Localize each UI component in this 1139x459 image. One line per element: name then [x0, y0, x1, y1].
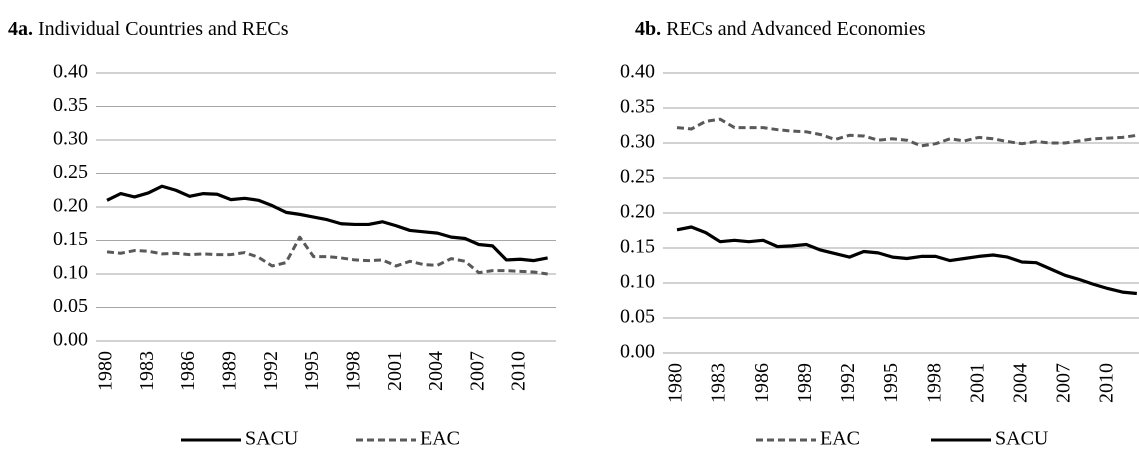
x-tick-label: 1986: [177, 351, 199, 391]
y-tick-label: 0.15: [620, 236, 655, 258]
legend-label: EAC: [820, 428, 860, 450]
x-tick-label: 1989: [219, 351, 241, 391]
x-tick-label: 1992: [837, 363, 859, 403]
x-tick-label: 2004: [1009, 363, 1031, 403]
x-tick-label: 2001: [966, 363, 988, 403]
x-tick-label: 1989: [794, 363, 816, 403]
data-line: [676, 225, 1137, 296]
x-tick-label: 2010: [1096, 363, 1118, 403]
legend-label: EAC: [420, 428, 460, 450]
y-tick-label: 0.20: [53, 195, 88, 217]
y-tick-label: 0.05: [620, 306, 655, 328]
y-tick-label: 0.25: [53, 161, 88, 183]
title-text: Individual Countries and RECs: [38, 18, 289, 40]
y-tick-label: 0.30: [53, 128, 88, 150]
y-tick-label: 0.10: [53, 262, 88, 284]
panel-label: 4b.: [635, 18, 661, 40]
x-tick-label: 1983: [136, 351, 158, 391]
y-tick-label: 0.30: [620, 131, 655, 153]
chart: 4a. Individual Countries and RECs 0.00 0.0…: [8, 18, 556, 450]
title-text: RECs and Advanced Economies: [666, 18, 926, 40]
y-tick-label: 0.40: [620, 61, 655, 83]
y-tick-label: 0.35: [53, 94, 88, 116]
x-tick-label: 2007: [1053, 363, 1075, 403]
y-tick-label: 0.00: [53, 329, 88, 351]
panel-label: 4a.: [8, 18, 33, 40]
x-tick-label: 1998: [342, 351, 364, 391]
y-tick-label: 0.40: [53, 61, 88, 83]
y-tick-label: 0.10: [620, 271, 655, 293]
x-tick-label: 1995: [880, 363, 902, 403]
x-tick-label: 2007: [466, 351, 488, 391]
data-line: [106, 235, 548, 276]
data-line: [106, 184, 548, 263]
chart-title: 4b. RECs and Advanced Economies: [635, 18, 926, 40]
data-line: [676, 117, 1138, 148]
y-tick-label: 0.35: [620, 96, 655, 118]
legend-label: SACU: [245, 428, 299, 450]
x-tick-label: 1983: [708, 363, 730, 403]
y-tick-label: 0.25: [620, 166, 655, 188]
x-tick-label: 1995: [301, 351, 323, 391]
chart-title: 4a. Individual Countries and RECs: [8, 18, 289, 40]
x-tick-label: 2010: [508, 351, 530, 391]
x-tick-label: 2001: [384, 351, 406, 391]
x-tick-label: 1986: [751, 363, 773, 403]
y-tick-label: 0.15: [53, 228, 88, 250]
y-tick-label: 0.20: [620, 201, 655, 223]
chart: 4b. RECs and Advanced Economies 0.00 0.05 0…: [620, 18, 1139, 450]
x-tick-label: 1992: [260, 351, 282, 391]
y-tick-label: 0.05: [53, 295, 88, 317]
y-tick-label: 0.00: [620, 341, 655, 363]
x-tick-label: 2004: [425, 351, 447, 391]
x-tick-label: 1998: [923, 363, 945, 403]
x-tick-label: 1980: [665, 363, 687, 403]
legend-label: SACU: [995, 428, 1049, 450]
x-tick-label: 1980: [95, 351, 117, 391]
